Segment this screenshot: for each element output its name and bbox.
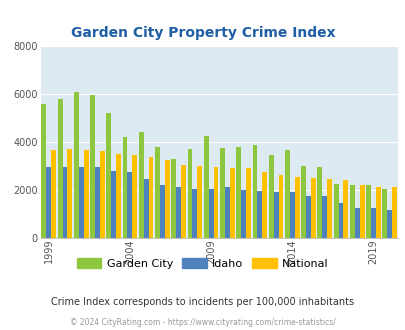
Bar [192, 188, 197, 238]
Bar [317, 167, 322, 238]
Bar [213, 167, 218, 238]
Bar [74, 92, 79, 238]
Bar [79, 167, 83, 238]
Bar [41, 104, 46, 238]
Bar [132, 155, 137, 238]
Bar [111, 171, 116, 238]
Text: Crime Index corresponds to incidents per 100,000 inhabitants: Crime Index corresponds to incidents per… [51, 297, 354, 307]
Legend: Garden City, Idaho, National: Garden City, Idaho, National [72, 254, 333, 273]
Bar [375, 187, 380, 238]
Bar [171, 159, 176, 238]
Bar [127, 172, 132, 238]
Bar [100, 151, 104, 238]
Bar [208, 188, 213, 238]
Bar [203, 136, 208, 238]
Bar [241, 190, 245, 238]
Bar [365, 185, 370, 238]
Bar [333, 184, 338, 238]
Bar [359, 185, 364, 238]
Bar [349, 185, 354, 238]
Bar [139, 132, 143, 238]
Bar [289, 192, 294, 238]
Bar [51, 150, 56, 238]
Bar [305, 196, 310, 238]
Bar [155, 147, 160, 238]
Bar [386, 210, 391, 238]
Bar [229, 168, 234, 238]
Bar [90, 95, 95, 238]
Bar [148, 157, 153, 238]
Bar [370, 208, 375, 238]
Bar [301, 166, 305, 238]
Bar [252, 146, 257, 238]
Bar [143, 179, 148, 238]
Bar [197, 166, 202, 238]
Bar [343, 180, 347, 238]
Bar [262, 172, 266, 238]
Bar [354, 208, 359, 238]
Bar [176, 187, 181, 238]
Bar [46, 167, 51, 238]
Bar [95, 167, 100, 238]
Bar [326, 179, 331, 238]
Bar [268, 155, 273, 238]
Bar [310, 178, 315, 238]
Bar [122, 137, 127, 238]
Bar [382, 188, 386, 238]
Bar [164, 160, 169, 238]
Bar [67, 149, 72, 238]
Bar [391, 187, 396, 238]
Text: © 2024 CityRating.com - https://www.cityrating.com/crime-statistics/: © 2024 CityRating.com - https://www.city… [70, 318, 335, 327]
Bar [181, 165, 185, 238]
Bar [116, 154, 121, 238]
Bar [187, 149, 192, 238]
Bar [278, 176, 283, 238]
Bar [160, 185, 164, 238]
Bar [322, 196, 326, 238]
Bar [58, 99, 62, 238]
Bar [245, 168, 250, 238]
Bar [338, 203, 343, 238]
Bar [236, 147, 241, 238]
Bar [273, 192, 278, 238]
Text: Garden City Property Crime Index: Garden City Property Crime Index [70, 26, 335, 40]
Bar [83, 150, 88, 238]
Bar [284, 150, 289, 238]
Bar [106, 113, 111, 238]
Bar [62, 167, 67, 238]
Bar [220, 148, 224, 238]
Bar [294, 177, 299, 238]
Bar [224, 187, 229, 238]
Bar [257, 191, 262, 238]
